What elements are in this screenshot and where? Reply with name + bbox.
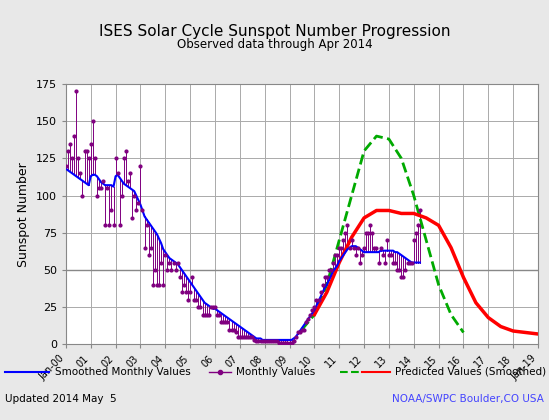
Text: Predicted Values (Smoothed): Predicted Values (Smoothed) <box>395 367 546 377</box>
Text: Smoothed Monthly Values: Smoothed Monthly Values <box>55 367 191 377</box>
Text: ISES Solar Cycle Sunspot Number Progression: ISES Solar Cycle Sunspot Number Progress… <box>99 24 450 39</box>
Text: NOAA/SWPC Boulder,CO USA: NOAA/SWPC Boulder,CO USA <box>391 394 544 404</box>
Text: Updated 2014 May  5: Updated 2014 May 5 <box>5 394 117 404</box>
Text: Observed data through Apr 2014: Observed data through Apr 2014 <box>177 38 372 50</box>
Text: Monthly Values: Monthly Values <box>236 367 315 377</box>
Y-axis label: Sunspot Number: Sunspot Number <box>17 162 30 267</box>
